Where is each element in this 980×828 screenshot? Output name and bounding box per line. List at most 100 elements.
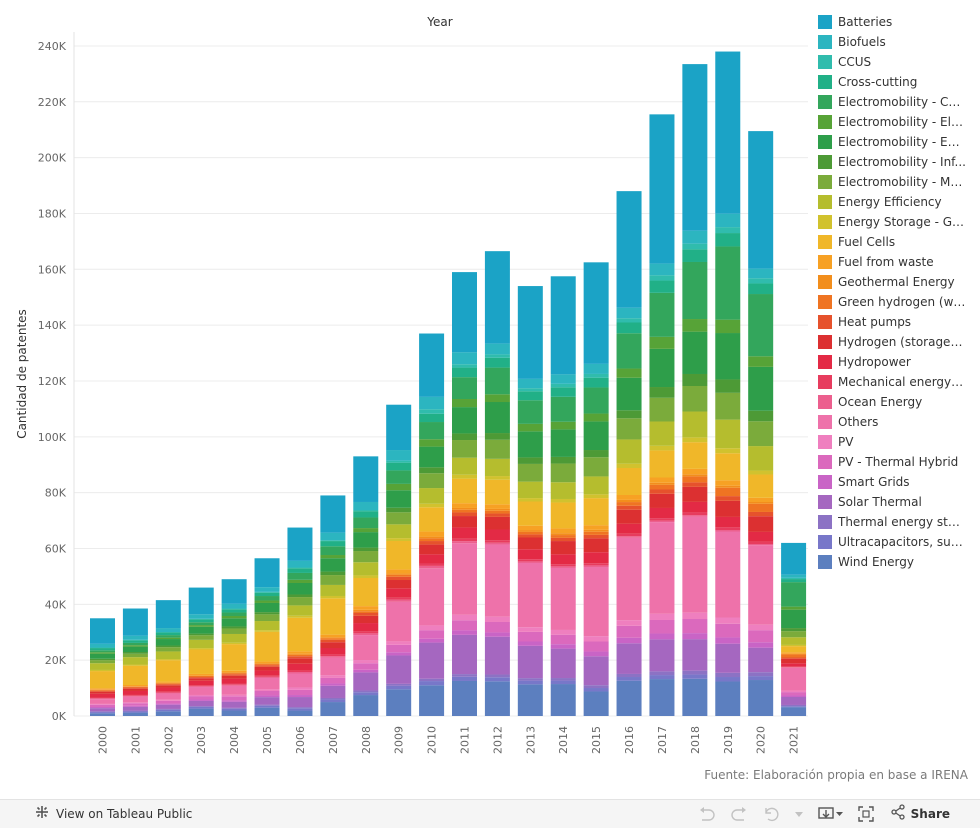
revert-icon[interactable]	[762, 806, 780, 822]
legend-item[interactable]: Electromobility - Inf...	[818, 152, 978, 172]
view-on-tableau-link[interactable]: View on Tableau Public	[34, 804, 192, 824]
bar-segment	[386, 470, 411, 483]
bar-segment	[781, 582, 806, 607]
legend-item[interactable]: Mechanical energy s...	[818, 372, 978, 392]
bar-segment	[617, 410, 642, 418]
bar-segment	[715, 233, 740, 246]
bar-segment	[90, 659, 115, 660]
legend-item[interactable]: Geothermal Energy	[818, 272, 978, 292]
legend-item[interactable]: Thermal energy stor...	[818, 512, 978, 532]
bar-segment	[781, 646, 806, 652]
bar-segment	[518, 534, 543, 537]
undo-icon[interactable]	[698, 806, 716, 822]
bar-segment	[255, 596, 280, 600]
bar-segment	[452, 516, 477, 527]
legend-item[interactable]: Hydropower	[818, 352, 978, 372]
download-icon[interactable]	[818, 806, 844, 822]
bar-segment	[682, 231, 707, 244]
bar-segment	[617, 439, 642, 463]
bar-segment	[189, 677, 214, 678]
bar-segment	[90, 694, 115, 698]
bar-segment	[518, 684, 543, 716]
bar-segment	[715, 517, 740, 527]
bar-segment	[682, 442, 707, 469]
legend-item[interactable]: Others	[818, 412, 978, 432]
bar-segment	[353, 456, 378, 502]
bar-segment	[255, 667, 280, 671]
view-on-tableau-label: View on Tableau Public	[56, 807, 192, 821]
bar-segment	[386, 600, 411, 602]
legend-item[interactable]: Electromobility - Ele...	[818, 112, 978, 132]
bar-segment	[156, 688, 181, 692]
legend-item[interactable]: Ultracapacitors, sup...	[818, 532, 978, 552]
bar-segment	[287, 708, 312, 710]
bar-segment	[156, 635, 181, 638]
bar-segment	[353, 528, 378, 532]
bar-segment	[189, 707, 214, 709]
bar-segment	[386, 652, 411, 655]
legend-item[interactable]: Electromobility - Ma...	[818, 172, 978, 192]
share-button[interactable]: Share	[890, 804, 950, 824]
bar-segment	[353, 670, 378, 673]
fullscreen-icon[interactable]	[858, 806, 874, 822]
legend-item[interactable]: PV - Thermal Hybrid	[818, 452, 978, 472]
legend-item[interactable]: Biofuels	[818, 32, 978, 52]
legend-item[interactable]: Smart Grids	[818, 472, 978, 492]
legend-item[interactable]: Energy Efficiency	[818, 192, 978, 212]
bar-segment	[551, 528, 576, 533]
bar-segment	[156, 683, 181, 684]
revert-dropdown-icon[interactable]	[794, 809, 804, 819]
legend-item[interactable]: PV	[818, 432, 978, 452]
bar-segment	[386, 450, 411, 461]
redo-icon[interactable]	[730, 806, 748, 822]
bar-segment	[189, 709, 214, 716]
bar-segment	[255, 697, 280, 704]
legend-item[interactable]: Fuel from waste	[818, 252, 978, 272]
bar-segment	[551, 457, 576, 464]
bar-segment	[222, 709, 247, 711]
bar-segment	[452, 433, 477, 440]
bar-segment	[748, 131, 773, 269]
legend-item[interactable]: Energy Storage - Gen...	[818, 212, 978, 232]
bar-segment	[748, 516, 773, 532]
bar-segment	[781, 691, 806, 693]
bar-segment	[353, 575, 378, 578]
bar-segment	[255, 587, 280, 592]
legend-item[interactable]: Green hydrogen (wa...	[818, 292, 978, 312]
bar-segment	[419, 507, 444, 531]
legend-item[interactable]: Wind Energy	[818, 552, 978, 572]
legend-item[interactable]: Electromobility - Ene...	[818, 132, 978, 152]
bar-segment	[123, 645, 148, 646]
bar-segment	[419, 564, 444, 566]
bar-segment	[781, 543, 806, 575]
share-icon	[890, 804, 906, 824]
bar-segment	[649, 421, 674, 445]
y-tick-label: 160K	[38, 263, 67, 276]
legend-item[interactable]: CCUS	[818, 52, 978, 72]
bar-segment	[287, 690, 312, 695]
legend-item[interactable]: Cross-cutting	[818, 72, 978, 92]
bar-segment	[617, 638, 642, 644]
bar-segment	[222, 613, 247, 616]
bar-segment	[386, 508, 411, 513]
bar-segment	[123, 711, 148, 712]
bar-segment	[715, 246, 740, 319]
bar-segment	[287, 605, 312, 615]
bar-segment	[287, 618, 312, 652]
legend-item[interactable]: Electromobility - Cha...	[818, 92, 978, 112]
bar-segment	[90, 691, 115, 692]
legend-item[interactable]: Solar Thermal	[818, 492, 978, 512]
legend-item[interactable]: Heat pumps	[818, 312, 978, 332]
legend-item[interactable]: Ocean Energy	[818, 392, 978, 412]
legend-swatch	[818, 495, 832, 509]
legend-item[interactable]: Hydrogen (storage a...	[818, 332, 978, 352]
legend-label: Green hydrogen (wa...	[838, 295, 966, 309]
bar-segment	[452, 527, 477, 538]
bar-segment	[715, 448, 740, 453]
bar-segment	[90, 699, 115, 704]
bar-segment	[123, 703, 148, 706]
bar-segment	[715, 393, 740, 420]
legend-item[interactable]: Fuel Cells	[818, 232, 978, 252]
bar-segment	[682, 476, 707, 482]
legend-item[interactable]: Batteries	[818, 12, 978, 32]
